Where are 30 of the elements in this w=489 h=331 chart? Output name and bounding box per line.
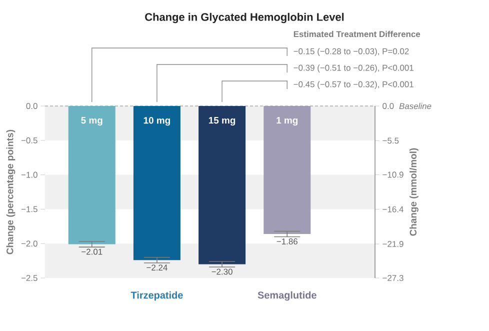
y2-tick-label: −21.9 bbox=[382, 240, 404, 247]
y-tick-label: −0.5 bbox=[21, 137, 38, 144]
text: Semaglutide bbox=[258, 291, 316, 301]
data-label: −2.01 bbox=[82, 248, 102, 255]
x-tick-label: 10 mg bbox=[144, 117, 170, 126]
data-label: −2.24 bbox=[146, 264, 168, 270]
x-tick-label: 5 mg bbox=[81, 117, 102, 126]
x-tick-label: 1 mg bbox=[276, 117, 298, 126]
y2-axis-title: Change (mmol/mol) bbox=[410, 148, 418, 236]
y2-tick-label: −27.3 bbox=[382, 275, 404, 281]
y-tick-label: −1.5 bbox=[21, 206, 38, 212]
y2-tick-label: −16.4 bbox=[382, 206, 404, 212]
text: Estimated Treatment Difference bbox=[294, 30, 420, 38]
text: −0.39 (−0.51 to −0.26), P<0.001 bbox=[294, 64, 414, 72]
text: −0.45 (−0.57 to −0.32), P<0.001 bbox=[294, 81, 414, 89]
y-tick-label: −2.0 bbox=[21, 240, 38, 247]
data-label: −1.86 bbox=[276, 238, 298, 244]
data-label: −2.30 bbox=[212, 268, 232, 275]
chart-title: Change in Glycated Hemoglobin Level bbox=[145, 12, 344, 24]
y2-tick-label: 0.0 bbox=[382, 103, 394, 109]
y2-tick-label: −10.9 bbox=[382, 172, 404, 178]
text: −0.15 (−0.28 to −0.03), P=0.02 bbox=[294, 48, 409, 56]
ref-line-label: Baseline bbox=[399, 102, 432, 110]
y2-tick-label: −5.5 bbox=[382, 138, 399, 144]
x-tick-label: 15 mg bbox=[208, 117, 236, 126]
y-tick-label: −2.5 bbox=[21, 275, 38, 281]
y-tick-label: −1.0 bbox=[21, 172, 38, 178]
text: Tirzepatide bbox=[130, 291, 183, 301]
y-axis-title: Change (percentage points) bbox=[6, 130, 16, 254]
y-tick-label: 0.0 bbox=[26, 103, 38, 109]
